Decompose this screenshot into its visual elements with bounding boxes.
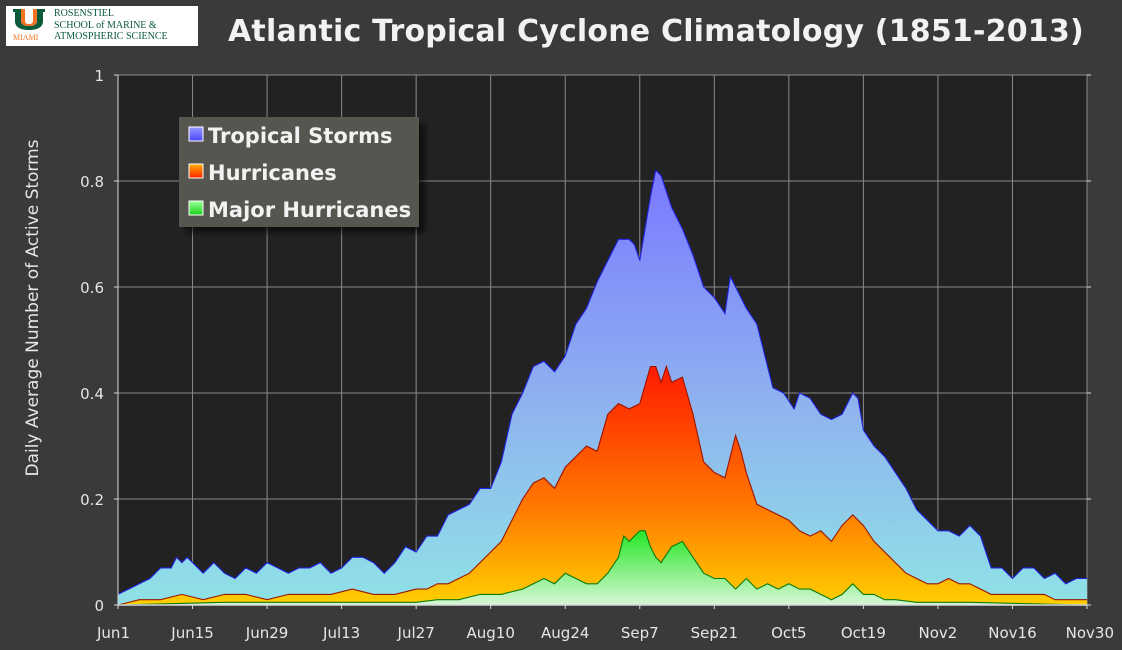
x-tick-label: Aug10	[466, 624, 514, 642]
logo-org-name: ROSENSTIEL SCHOOL of MARINE & ATMOSPHERI…	[54, 8, 168, 43]
x-tick-label: Sep21	[691, 624, 738, 642]
university-logo: MIAMI ROSENSTIEL SCHOOL of MARINE & ATMO…	[6, 6, 198, 46]
logo-org-line: ROSENSTIEL	[54, 8, 114, 19]
y-tick-label: 0.6	[80, 279, 104, 297]
x-tick-label: Oct19	[841, 624, 886, 642]
y-axis-label: Daily Average Number of Active Storms	[23, 139, 43, 476]
y-tick-labels: 0 0.2 0.4 0.6 0.8 1	[80, 67, 104, 615]
legend-label-hurricanes: Hurricanes	[208, 161, 337, 185]
x-tick-label: Sep7	[621, 624, 659, 642]
area-tropical-storms-line	[117, 169, 1087, 595]
area-tropical-storms	[118, 170, 1087, 605]
legend-box	[179, 117, 419, 227]
x-tick-label: Jun15	[170, 624, 214, 642]
x-tick-label: Jun29	[245, 624, 289, 642]
x-tick-label: Jul27	[397, 624, 435, 642]
axes	[114, 74, 1091, 609]
legend-label-major-hurricanes: Major Hurricanes	[208, 198, 411, 222]
y-tick-label: 0	[94, 597, 104, 615]
legend	[179, 117, 419, 227]
logo-org-line: SCHOOL of MARINE &	[54, 19, 157, 31]
legend-swatch-hurricanes	[188, 163, 204, 179]
x-tick-labels: Jun1 Jun15 Jun29 Jul13 Jul27 Aug10 Aug24 Sep7 Se…	[96, 624, 1114, 642]
area-major-hurricanes	[118, 530, 1087, 605]
y-tick-label: 1	[94, 67, 104, 85]
x-tick-label: Jun1	[96, 624, 130, 642]
legend-entries: Tropical Storms Hurricanes Major Hurrica…	[188, 124, 411, 222]
y-tick-label: 0.8	[80, 173, 104, 191]
x-tick-label: Nov16	[988, 624, 1036, 642]
x-tick-label: Nov2	[919, 624, 958, 642]
series-areas	[117, 169, 1088, 606]
legend-swatch-major-hurricanes	[188, 200, 204, 216]
area-hurricanes-line	[117, 364, 1087, 606]
x-tick-label: Nov30	[1066, 624, 1114, 642]
legend-label-tropical-storms: Tropical Storms	[208, 124, 393, 148]
area-major-hurricanes-line	[117, 530, 1088, 606]
chart-title: Atlantic Tropical Cyclone Climatology (1…	[228, 14, 1084, 49]
area-hurricanes	[118, 366, 1087, 605]
logo-org-line: ATMOSPHERIC SCIENCE	[54, 31, 168, 42]
y-tick-label: 0.4	[80, 385, 104, 403]
x-tick-label: Jul13	[322, 624, 360, 642]
u-logo-icon	[13, 9, 45, 30]
x-tick-label: Aug24	[541, 624, 589, 642]
logo-city-label: MIAMI	[13, 33, 39, 42]
legend-swatch-tropical-storms	[188, 126, 204, 142]
x-tick-label: Oct5	[771, 624, 806, 642]
y-tick-label: 0.2	[80, 491, 104, 509]
